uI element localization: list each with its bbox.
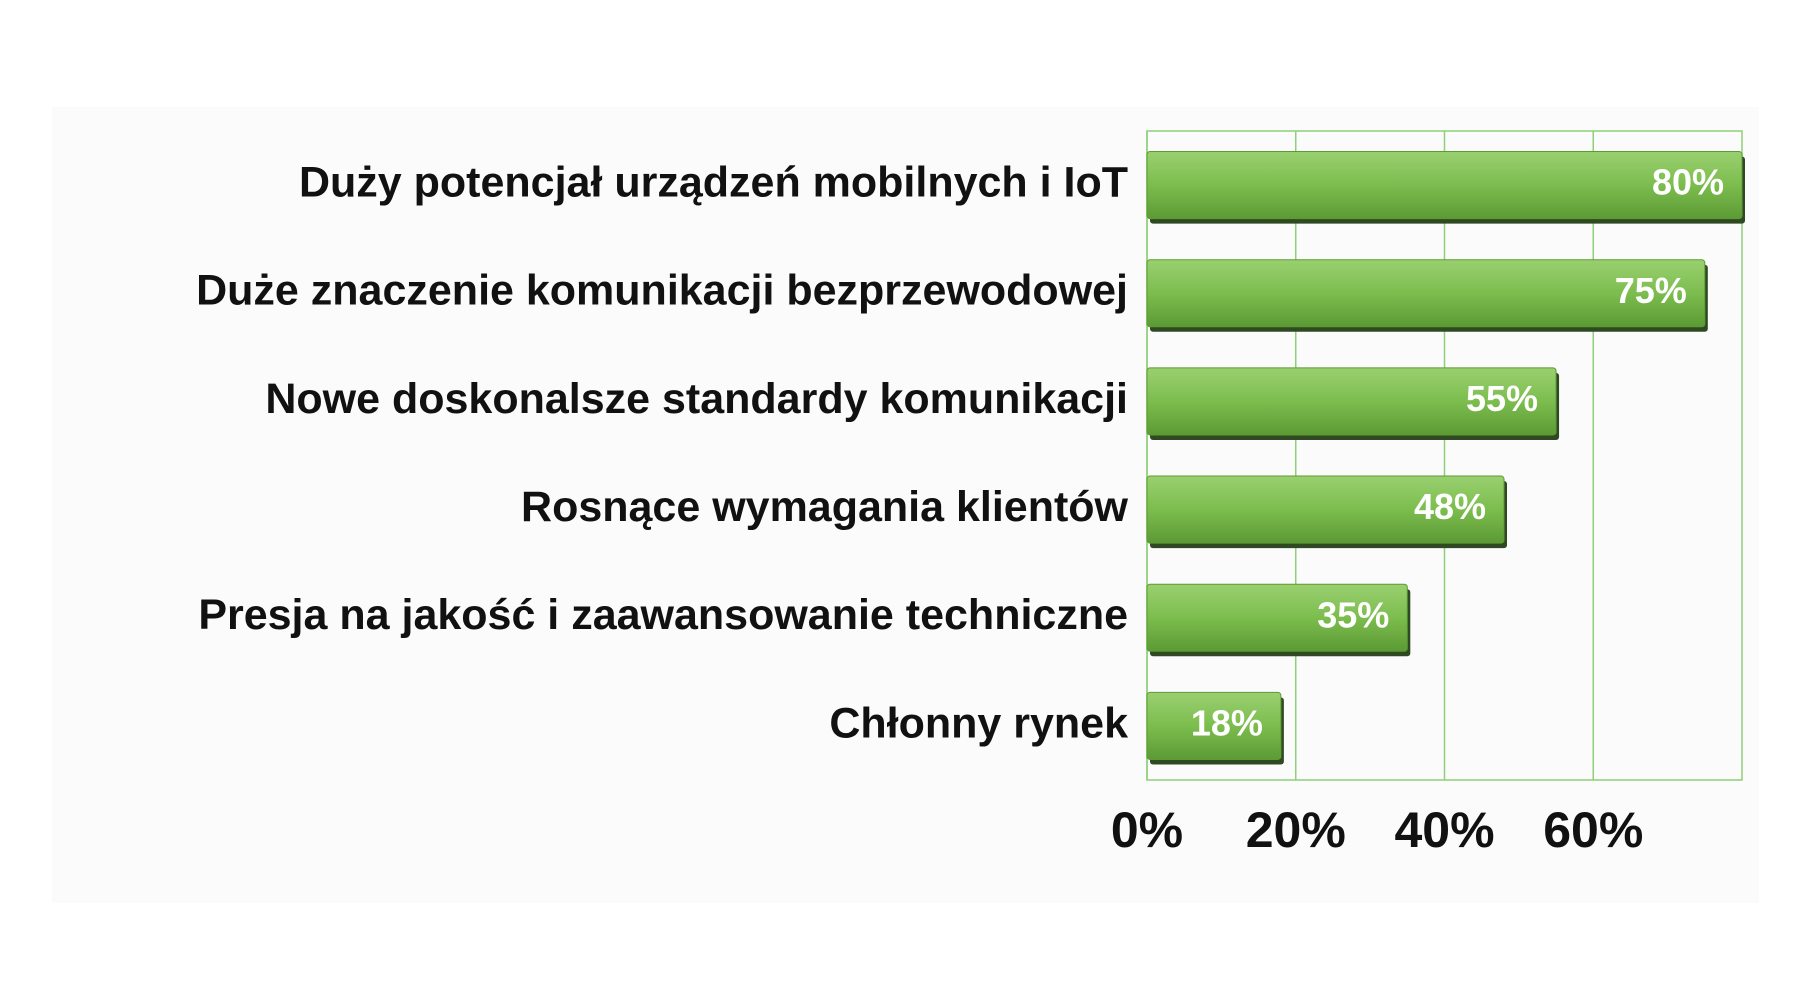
- value-label: 18%: [1191, 702, 1263, 743]
- bar: [1146, 475, 1505, 544]
- bar: [1146, 259, 1706, 328]
- y-tick-label: Duży potencjał urządzeń mobilnych i IoT: [299, 158, 1128, 206]
- x-tick-label: 0%: [1111, 802, 1183, 858]
- value-label: 48%: [1414, 486, 1486, 527]
- value-label: 80%: [1652, 162, 1724, 203]
- x-tick-label: 60%: [1543, 802, 1643, 858]
- y-tick-label: Duże znaczenie komunikacji bezprzewodowe…: [196, 267, 1128, 315]
- y-tick-label: Chłonny rynek: [829, 699, 1128, 747]
- bar: [1146, 691, 1282, 760]
- bar: [1146, 583, 1408, 652]
- bar: [1146, 367, 1557, 436]
- x-tick-label: 20%: [1246, 802, 1346, 858]
- y-tick-label: Rosnące wymagania klientów: [521, 483, 1129, 531]
- y-tick-label: Presja na jakość i zaawansowanie technic…: [198, 591, 1128, 639]
- value-label: 75%: [1615, 270, 1687, 311]
- bar: [1146, 151, 1743, 220]
- x-tick-label: 40%: [1394, 802, 1494, 858]
- y-tick-label: Nowe doskonalsze standardy komunikacji: [265, 375, 1128, 423]
- value-label: 35%: [1317, 594, 1389, 635]
- value-label: 55%: [1466, 378, 1538, 419]
